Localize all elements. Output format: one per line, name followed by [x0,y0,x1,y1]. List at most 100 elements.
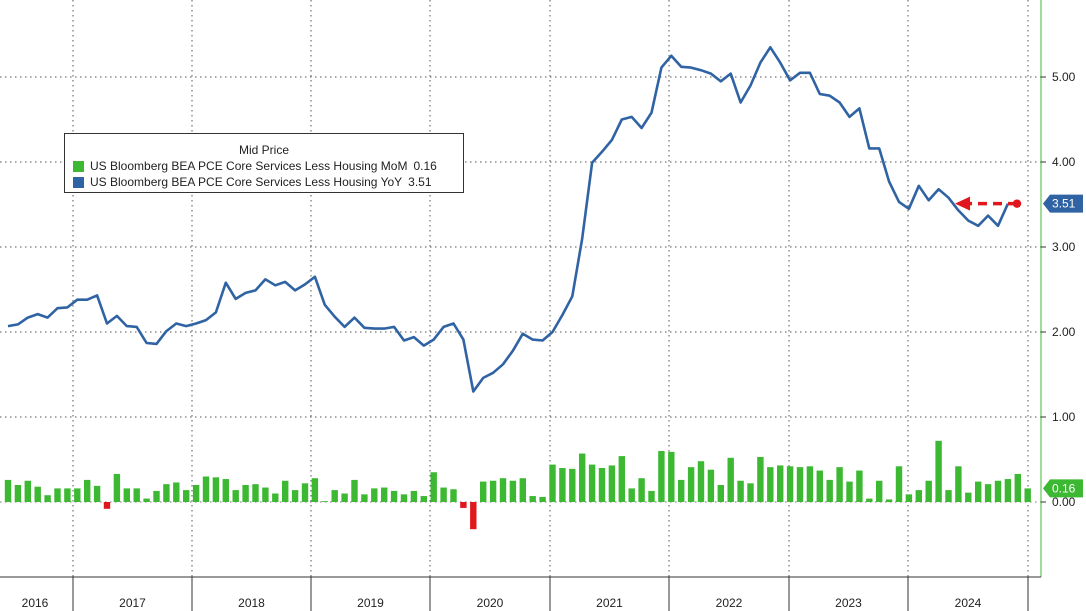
mom-bar [400,494,408,502]
mom-bar [232,490,239,502]
mom-bar [895,466,903,502]
mom-bar [14,485,22,502]
badge-yoy-shape [1043,194,1083,213]
mom-bar [311,478,319,502]
mom-bar [707,469,715,502]
mom-bar [460,502,467,508]
mom-bar [44,495,51,502]
mom-bar [638,478,645,502]
mom-bar [796,467,804,502]
mom-bar [925,480,932,502]
mom-bar [153,490,160,502]
legend-value-mom: 0.16 [413,159,437,173]
mom-bar [935,440,942,502]
y-tick-label: 5.00 [1052,70,1076,84]
mom-bar [1004,479,1012,502]
mom-bar [598,468,606,502]
x-year-label: 2023 [835,596,862,610]
mom-bar [390,490,398,502]
x-year-label: 2018 [238,596,265,610]
legend-entry-mom: US Bloomberg BEA PCE Core Services Less … [65,158,463,174]
mom-bar [103,502,111,509]
yoy-line [7,45,1010,393]
y-axis: 5.00 4.00 3.00 2.00 1.00 0.00 3.51 0.16 [1040,0,1083,577]
mom-bar [1024,488,1031,502]
legend-value-yoy: 3.51 [408,175,432,189]
mom-bar [876,480,883,502]
mom-bar [618,456,625,502]
mom-bar [668,451,675,502]
mom-bar [331,490,338,502]
mom-bar [955,466,962,502]
x-year-label: 2021 [596,596,623,610]
mom-bar [777,465,784,502]
mom-bar [509,480,517,502]
mom-bar [519,478,526,502]
mom-bar [301,483,309,502]
mom-bar [678,479,685,502]
mom-bar [212,477,220,502]
mom-bar [984,484,992,502]
mom-bar [34,486,41,502]
badge-yoy: 3.51 [1043,194,1083,213]
mom-bar [202,476,210,502]
legend-entry-yoy: US Bloomberg BEA PCE Core Services Less … [65,174,463,190]
mom-bar [480,481,487,502]
mom-bar [262,487,269,502]
mom-bar [252,484,259,502]
mom-bar [856,470,863,502]
mom-bar [192,485,200,502]
mom-bar [767,467,774,502]
mom-bar [658,451,665,502]
mom-bar [529,496,536,502]
arrow-head [955,196,970,211]
mom-bar [54,488,61,502]
mom-bar [569,468,576,502]
mom-bar [994,480,1002,502]
y-tick-label: 3.00 [1052,240,1076,254]
mom-bar [866,498,873,502]
mom-bar [4,479,12,502]
badge-yoy-text: 3.51 [1052,197,1076,211]
mom-bar [470,502,477,530]
mom-bar [628,488,635,502]
mom-bar [183,490,190,502]
mom-bar [539,496,546,502]
yoy-line-layer [7,45,1010,393]
mom-bar [440,487,447,502]
mom-bar [1014,473,1021,502]
mom-bar [757,456,764,502]
mom-bar [697,461,705,502]
x-year-label: 2017 [119,596,146,610]
mom-bar [687,467,695,502]
mom-bar [747,483,754,502]
y-tick-label: 1.00 [1052,410,1076,424]
annotation-layer [955,196,1022,211]
badge-mom: 0.16 [1043,479,1083,498]
legend-label-mom: US Bloomberg BEA PCE Core Services Less … [90,159,408,173]
x-axis: 2016 2017 2018 2019 2020 2021 2022 2023 2024 [0,576,1041,611]
legend-title: Mid Price [238,143,289,157]
mom-bar [945,490,952,502]
mom-bar [64,488,71,502]
mom-bar [113,473,121,502]
mom-bar [836,467,843,502]
mom-bar [608,465,616,502]
mom-bar [648,490,655,502]
mom-bars [4,440,1031,530]
mom-bar [410,490,418,502]
mom-bar [420,496,427,502]
mom-bar [559,468,566,502]
mom-bar [84,479,91,502]
mom-bar [222,479,229,502]
mom-bar [579,453,586,502]
x-year-label: 2022 [716,596,743,610]
mom-bar [381,487,388,502]
mom-bar [173,482,180,502]
mom-bar [123,488,130,502]
x-year-label: 2016 [22,596,49,610]
mom-bar [291,490,299,502]
legend-swatch-blue [73,176,84,188]
badge-mom-text: 0.16 [1052,481,1076,495]
mom-bar [361,494,368,502]
